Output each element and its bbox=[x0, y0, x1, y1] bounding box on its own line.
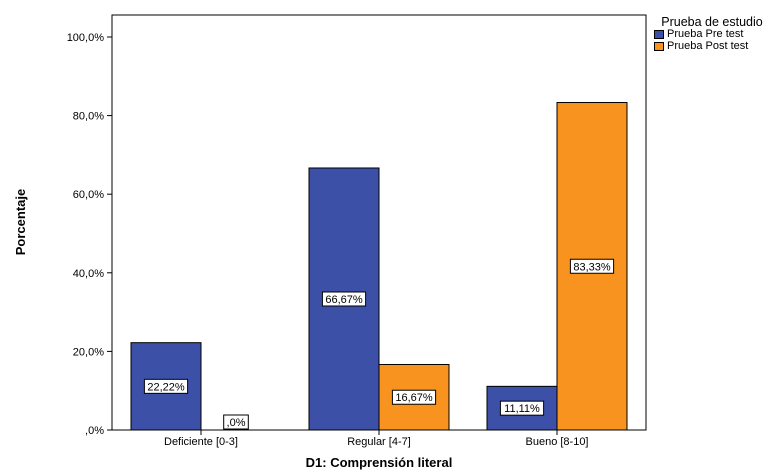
legend-label: Prueba Post test bbox=[667, 40, 749, 52]
legend-label: Prueba Pre test bbox=[667, 28, 744, 40]
data-label-box bbox=[321, 291, 367, 307]
y-axis-label: Porcentaje bbox=[13, 189, 28, 255]
y-tick-label: 100,0% bbox=[67, 32, 105, 44]
y-axis: ,0% 20,0% 40,0% 60,0% 80,0% 100,0% bbox=[67, 32, 112, 437]
y-tick-label: ,0% bbox=[85, 425, 104, 437]
y-tick-label: 40,0% bbox=[73, 268, 104, 280]
data-label-box bbox=[569, 258, 615, 274]
data-label: 11,11% bbox=[504, 403, 540, 415]
data-label: 16,67% bbox=[395, 392, 433, 404]
data-label-box bbox=[143, 378, 189, 394]
data-label: ,0% bbox=[227, 417, 246, 429]
legend-swatch bbox=[654, 29, 664, 39]
data-label-box bbox=[223, 414, 249, 430]
legend-item: Prueba Post test bbox=[654, 40, 782, 52]
y-tick-label: 20,0% bbox=[73, 346, 104, 358]
bars: 22,22% ,0% 66,67% 16,67% 11,11% 83,33% bbox=[130, 102, 628, 431]
legend-title: Prueba de estudio bbox=[661, 15, 763, 29]
data-label: 22,22% bbox=[147, 381, 185, 393]
legend-swatch bbox=[654, 41, 664, 51]
data-label-box bbox=[499, 400, 545, 416]
data-label-box bbox=[391, 389, 437, 405]
x-axis-label: D1: Comprensión literal bbox=[306, 455, 453, 470]
y-tick-label: 80,0% bbox=[73, 111, 104, 123]
legend-items: Prueba Pre test Prueba Post test bbox=[652, 28, 782, 52]
legend-item: Prueba Pre test bbox=[654, 28, 782, 40]
x-tick-label: Bueno [8-10] bbox=[526, 436, 589, 448]
legend: Prueba de estudio Prueba Pre test Prueba … bbox=[652, 16, 782, 52]
data-label: 66,67% bbox=[325, 294, 363, 306]
data-label: 83,33% bbox=[573, 261, 611, 273]
x-axis: Deficiente [0-3] Regular [4-7] Bueno [8-10… bbox=[164, 430, 589, 448]
y-tick-label: 60,0% bbox=[73, 189, 104, 201]
x-tick-label: Deficiente [0-3] bbox=[164, 436, 238, 448]
x-tick-label: Regular [4-7] bbox=[347, 436, 411, 448]
